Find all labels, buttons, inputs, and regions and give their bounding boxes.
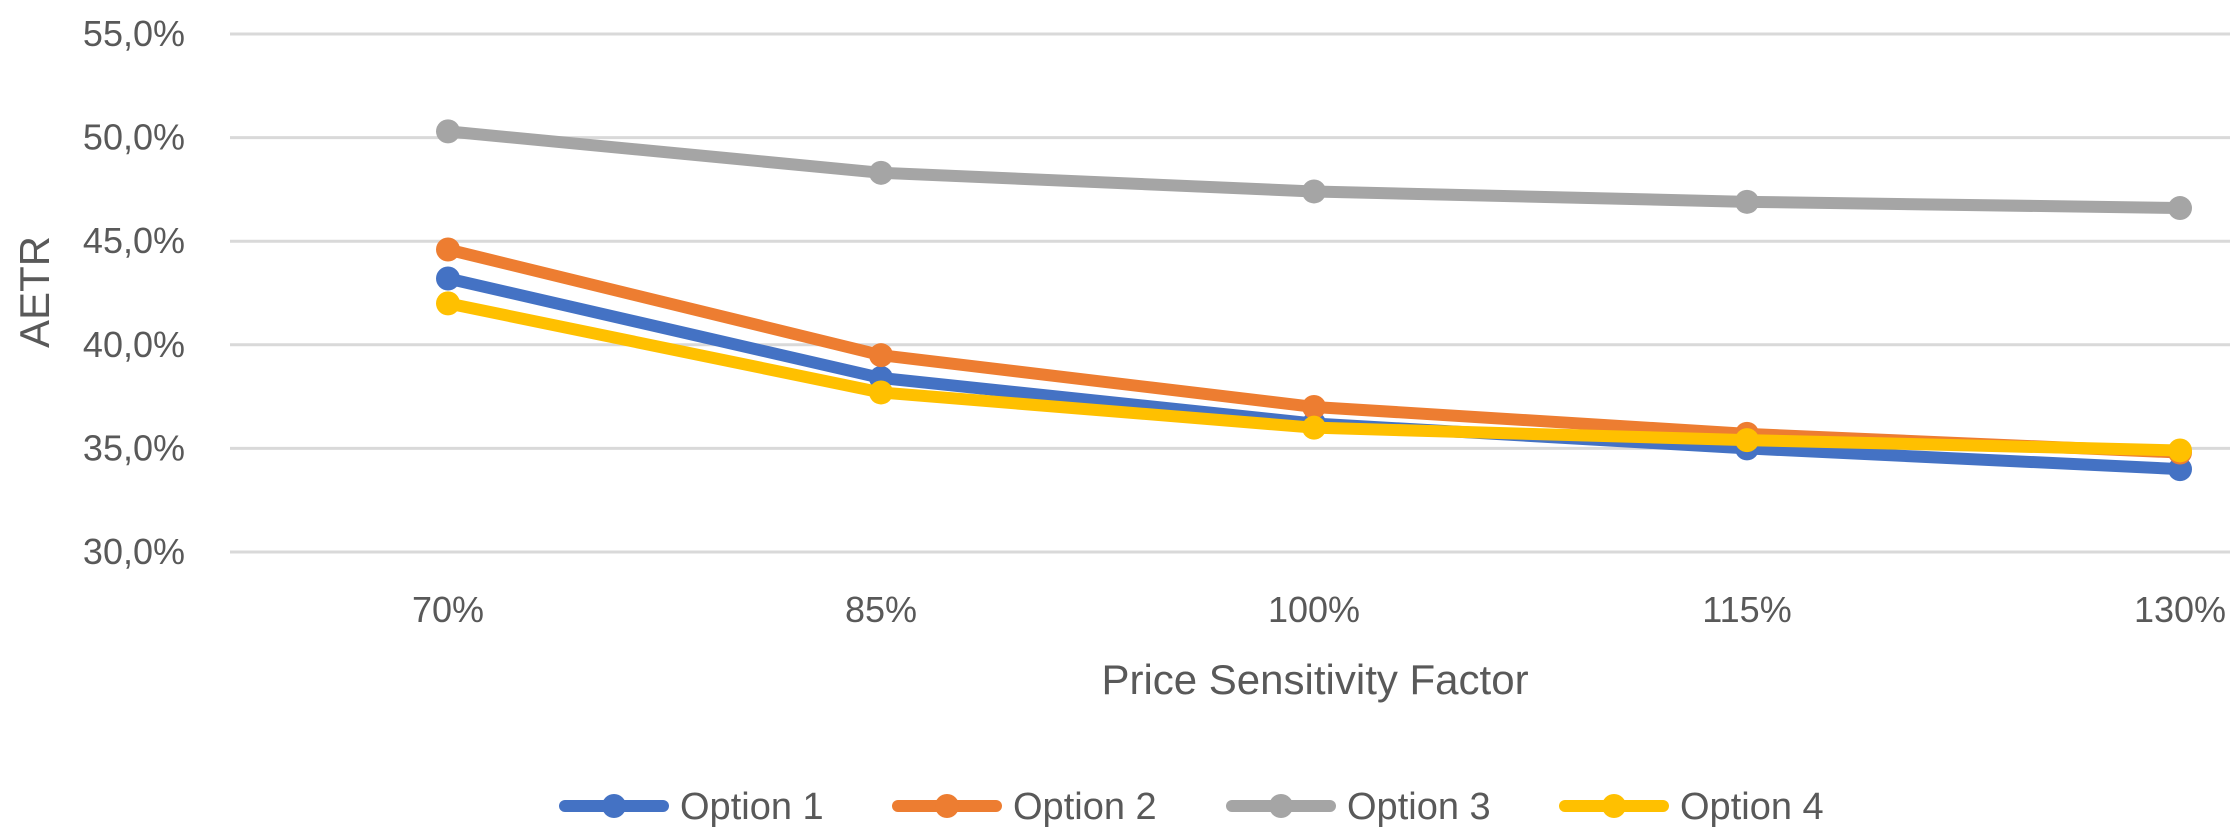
x-axis-ticks: 70% 85% 100% 115% 130% — [412, 589, 2226, 630]
data-point — [869, 160, 893, 185]
legend-marker — [1269, 794, 1293, 818]
legend-label: Option 1 — [680, 786, 824, 828]
series-3 — [436, 119, 2192, 221]
data-point — [436, 266, 460, 291]
data-point — [2168, 438, 2192, 463]
data-point — [2168, 457, 2192, 482]
legend-item: Option 1 — [559, 786, 824, 828]
y-axis-title: AETR — [11, 236, 58, 348]
x-tick-label: 85% — [845, 589, 917, 630]
y-axis-ticks: 30,0% 35,0% 40,0% 45,0% 50,0% 55,0% — [83, 13, 185, 572]
legend-item: Option 3 — [1226, 786, 1491, 828]
data-point — [1735, 189, 1759, 214]
x-tick-label: 130% — [2134, 589, 2226, 630]
data-point — [869, 380, 893, 405]
series-lines — [436, 119, 2192, 482]
data-point — [1302, 179, 1326, 204]
y-tick-label: 50,0% — [83, 117, 185, 158]
y-tick-label: 45,0% — [83, 220, 185, 261]
y-tick-label: 30,0% — [83, 531, 185, 572]
legend-label: Option 4 — [1680, 786, 1824, 828]
data-point — [1302, 394, 1326, 419]
legend-marker — [935, 794, 959, 818]
data-point — [1735, 428, 1759, 453]
legend-label: Option 2 — [1013, 786, 1157, 828]
legend-item: Option 4 — [1559, 786, 1824, 828]
data-point — [436, 291, 460, 316]
x-tick-label: 100% — [1268, 589, 1360, 630]
legend-marker — [1602, 794, 1626, 818]
data-point — [869, 343, 893, 368]
x-tick-label: 115% — [1702, 589, 1791, 630]
y-tick-label: 35,0% — [83, 427, 185, 468]
legend-item: Option 2 — [892, 786, 1157, 828]
data-point — [436, 119, 460, 144]
x-axis-title: Price Sensitivity Factor — [1101, 656, 1528, 703]
legend-marker — [602, 794, 626, 818]
y-tick-label: 55,0% — [83, 13, 185, 54]
data-point — [436, 237, 460, 262]
y-tick-label: 40,0% — [83, 324, 185, 365]
data-point — [1302, 415, 1326, 440]
data-point — [2168, 196, 2192, 221]
legend: Option 1 Option 2 Option 3 Option 4 — [559, 786, 1824, 828]
series-4 — [436, 291, 2192, 463]
x-tick-label: 70% — [412, 589, 484, 630]
legend-label: Option 3 — [1347, 786, 1491, 828]
